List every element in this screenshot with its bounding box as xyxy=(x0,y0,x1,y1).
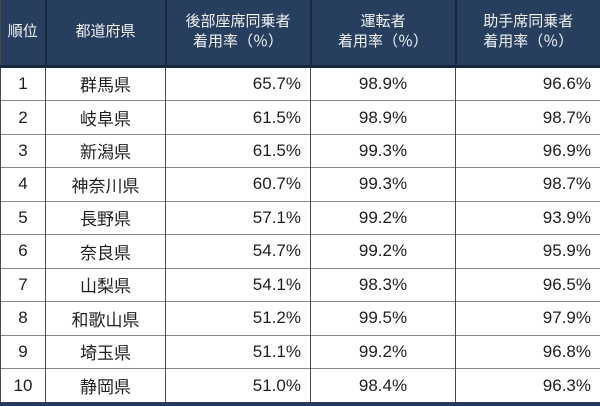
prefecture-cell: 和歌山県 xyxy=(45,301,166,336)
rear-belt-rate-cell: 54.7% xyxy=(165,234,311,269)
prefecture-cell: 群馬県 xyxy=(45,66,166,101)
rear-belt-rate-cell: 51.1% xyxy=(165,334,311,369)
prefecture-cell: 奈良県 xyxy=(45,234,166,269)
col-header-rear-seat-rate: 後部座席同乗者 着用率（％） xyxy=(164,0,311,68)
table-body: 1 群馬県 65.7% 98.9% 96.6% 2 岐阜県 61.5% 98.9% 98.7% 3 新… xyxy=(0,66,600,406)
driver-belt-rate-cell: 98.9% xyxy=(310,100,456,135)
table-row: 3 新潟県 61.5% 99.3% 96.9% xyxy=(0,133,600,168)
driver-belt-rate-cell: 99.3% xyxy=(310,167,456,202)
rank-cell: 2 xyxy=(0,100,46,135)
front-passenger-belt-rate-cell: 93.9% xyxy=(455,200,600,235)
prefecture-cell: 岐阜県 xyxy=(45,100,166,135)
col-header-front-line1: 助手席同乗者 xyxy=(483,13,574,30)
driver-belt-rate-cell: 99.5% xyxy=(310,301,456,336)
driver-belt-rate-cell: 99.2% xyxy=(310,334,456,369)
rank-cell: 8 xyxy=(0,301,46,336)
col-header-rank-label: 順位 xyxy=(7,23,38,41)
prefecture-cell: 埼玉県 xyxy=(45,334,166,369)
rear-belt-rate-cell: 65.7% xyxy=(165,66,311,101)
driver-belt-rate-cell: 98.4% xyxy=(310,368,456,406)
table-header-row: 順位 都道府県 後部座席同乗者 着用率（％） 運転者 着用率（％） 助手席同乗者… xyxy=(0,0,600,68)
col-header-driver-rate: 運転者 着用率（％） xyxy=(309,0,456,68)
front-passenger-belt-rate-cell: 98.7% xyxy=(455,167,600,202)
front-passenger-belt-rate-cell: 96.5% xyxy=(455,267,600,302)
front-passenger-belt-rate-cell: 96.8% xyxy=(455,334,600,369)
rank-cell: 1 xyxy=(0,66,46,101)
table-row: 1 群馬県 65.7% 98.9% 96.6% xyxy=(0,66,600,101)
prefecture-cell: 山梨県 xyxy=(45,267,166,302)
prefecture-cell: 長野県 xyxy=(45,200,166,235)
rear-belt-rate-cell: 60.7% xyxy=(165,167,311,202)
col-header-rear-line2: 着用率（％） xyxy=(192,33,283,51)
table-row: 2 岐阜県 61.5% 98.9% 98.7% xyxy=(0,100,600,135)
front-passenger-belt-rate-cell: 95.9% xyxy=(455,234,600,269)
prefecture-cell: 静岡県 xyxy=(45,368,166,406)
prefecture-cell: 新潟県 xyxy=(45,133,166,168)
table-row: 7 山梨県 54.1% 98.3% 96.5% xyxy=(0,267,600,302)
table-row: 6 奈良県 54.7% 99.2% 95.9% xyxy=(0,234,600,269)
rear-belt-rate-cell: 57.1% xyxy=(165,200,311,235)
front-passenger-belt-rate-cell: 96.6% xyxy=(455,66,600,101)
col-header-prefecture-label: 都道府県 xyxy=(75,23,136,41)
front-passenger-belt-rate-cell: 97.9% xyxy=(455,301,600,336)
rank-cell: 5 xyxy=(0,200,46,235)
table-row: 8 和歌山県 51.2% 99.5% 97.9% xyxy=(0,301,600,336)
col-header-driver-line1: 運転者 xyxy=(360,13,406,30)
col-header-driver-line2: 着用率（％） xyxy=(337,33,428,51)
col-header-front-line2: 着用率（％） xyxy=(483,33,574,51)
rank-cell: 6 xyxy=(0,234,46,269)
driver-belt-rate-cell: 99.3% xyxy=(310,133,456,168)
rank-cell: 9 xyxy=(0,334,46,369)
rank-cell: 10 xyxy=(0,368,46,406)
driver-belt-rate-cell: 99.2% xyxy=(310,200,456,235)
rank-cell: 7 xyxy=(0,267,46,302)
rear-belt-rate-cell: 51.2% xyxy=(165,301,311,336)
rear-belt-rate-cell: 54.1% xyxy=(165,267,311,302)
rear-belt-rate-cell: 61.5% xyxy=(165,133,311,168)
col-header-rank: 順位 xyxy=(0,0,46,68)
col-header-rear-line1: 後部座席同乗者 xyxy=(185,13,291,30)
rank-cell: 3 xyxy=(0,133,46,168)
driver-belt-rate-cell: 98.9% xyxy=(310,66,456,101)
front-passenger-belt-rate-cell: 98.7% xyxy=(455,100,600,135)
table-row: 10 静岡県 51.0% 98.4% 96.3% xyxy=(0,368,600,406)
table-row: 9 埼玉県 51.1% 99.2% 96.8% xyxy=(0,334,600,369)
front-passenger-belt-rate-cell: 96.3% xyxy=(455,368,600,406)
table-row: 5 長野県 57.1% 99.2% 93.9% xyxy=(0,200,600,235)
table-row: 4 神奈川県 60.7% 99.3% 98.7% xyxy=(0,167,600,202)
table-header: 順位 都道府県 後部座席同乗者 着用率（％） 運転者 着用率（％） 助手席同乗者… xyxy=(0,0,600,68)
driver-belt-rate-cell: 99.2% xyxy=(310,234,456,269)
driver-belt-rate-cell: 98.3% xyxy=(310,267,456,302)
rear-belt-rate-cell: 61.5% xyxy=(165,100,311,135)
rank-cell: 4 xyxy=(0,167,46,202)
rear-belt-rate-cell: 51.0% xyxy=(165,368,311,406)
col-header-front-passenger-rate: 助手席同乗者 着用率（％） xyxy=(454,0,600,68)
front-passenger-belt-rate-cell: 96.9% xyxy=(455,133,600,168)
prefecture-cell: 神奈川県 xyxy=(45,167,166,202)
col-header-prefecture: 都道府県 xyxy=(44,0,166,68)
